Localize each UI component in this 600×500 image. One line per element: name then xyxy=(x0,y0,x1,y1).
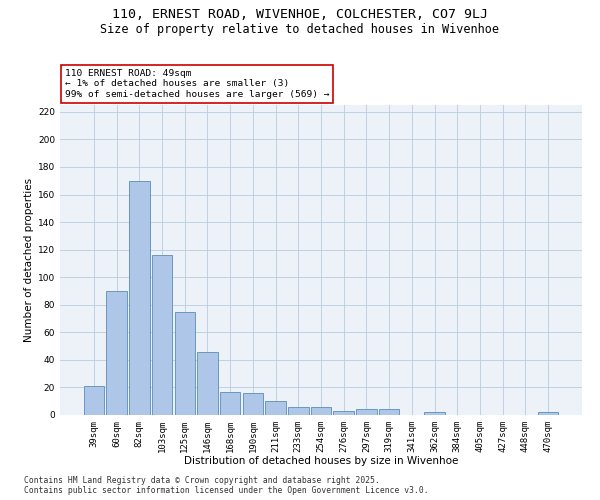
Bar xyxy=(334,411,354,415)
Bar xyxy=(538,412,558,415)
Bar xyxy=(197,352,218,415)
Bar xyxy=(311,406,331,415)
Bar xyxy=(106,291,127,415)
Text: Contains HM Land Registry data © Crown copyright and database right 2025.
Contai: Contains HM Land Registry data © Crown c… xyxy=(24,476,428,495)
Bar xyxy=(356,410,377,415)
Bar xyxy=(84,386,104,415)
Text: 110 ERNEST ROAD: 49sqm
← 1% of detached houses are smaller (3)
99% of semi-detac: 110 ERNEST ROAD: 49sqm ← 1% of detached … xyxy=(65,69,330,99)
Bar xyxy=(152,255,172,415)
Bar xyxy=(242,393,263,415)
Bar xyxy=(379,410,400,415)
Bar xyxy=(175,312,195,415)
Bar xyxy=(288,406,308,415)
Bar xyxy=(424,412,445,415)
Bar xyxy=(265,401,286,415)
Text: 110, ERNEST ROAD, WIVENHOE, COLCHESTER, CO7 9LJ: 110, ERNEST ROAD, WIVENHOE, COLCHESTER, … xyxy=(112,8,488,20)
X-axis label: Distribution of detached houses by size in Wivenhoe: Distribution of detached houses by size … xyxy=(184,456,458,466)
Bar xyxy=(220,392,241,415)
Text: Size of property relative to detached houses in Wivenhoe: Size of property relative to detached ho… xyxy=(101,22,499,36)
Y-axis label: Number of detached properties: Number of detached properties xyxy=(24,178,34,342)
Bar xyxy=(129,181,149,415)
